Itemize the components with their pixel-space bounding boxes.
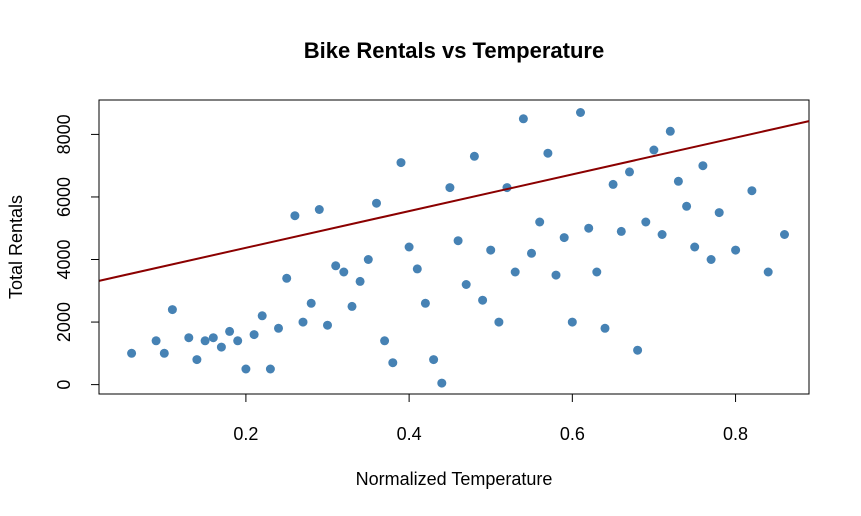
data-point (192, 355, 202, 365)
data-point (265, 364, 275, 374)
data-point (527, 248, 536, 258)
data-point (437, 378, 447, 388)
data-point (706, 255, 716, 264)
data-point (690, 242, 700, 252)
data-point (241, 364, 251, 374)
data-point (167, 305, 177, 315)
data-point (665, 126, 675, 136)
data-point (543, 148, 553, 158)
data-point (535, 217, 545, 227)
data-point (412, 264, 422, 274)
data-point (608, 179, 618, 189)
data-point (551, 270, 561, 280)
x-tick-label: 0.8 (723, 424, 748, 444)
data-point (633, 345, 643, 355)
data-point (478, 295, 488, 305)
data-point (274, 323, 283, 333)
data-point (323, 320, 332, 330)
chart-title: Bike Rentals vs Temperature (304, 38, 604, 63)
data-point (420, 298, 430, 308)
data-point (780, 230, 789, 239)
data-point (747, 186, 757, 196)
data-point (314, 205, 324, 214)
y-tick-label: 0 (54, 380, 74, 390)
data-point (331, 261, 341, 271)
data-point (282, 273, 292, 283)
data-point (461, 280, 471, 289)
data-point (625, 167, 634, 177)
data-point (486, 245, 496, 255)
x-axis: 0.2 0.4 0.6 0.8 (233, 393, 748, 444)
data-point (396, 158, 406, 168)
data-point (298, 317, 308, 327)
data-point (388, 358, 398, 368)
x-tick-label: 0.4 (397, 424, 422, 444)
data-point (225, 326, 235, 336)
data-point (355, 276, 365, 286)
data-point (347, 301, 357, 311)
data-point (339, 267, 349, 277)
data-point (567, 317, 577, 327)
data-point (200, 336, 210, 346)
data-point (559, 233, 569, 243)
data-point (698, 161, 708, 171)
data-point (404, 242, 414, 252)
data-point (249, 330, 259, 340)
x-tick-label: 0.6 (560, 424, 585, 444)
y-tick-label: 8000 (54, 114, 74, 154)
data-point (429, 355, 439, 365)
data-point (380, 336, 390, 346)
data-point (453, 236, 463, 246)
y-tick-label: 6000 (54, 177, 74, 217)
y-tick-label: 2000 (54, 302, 74, 342)
data-point (469, 151, 479, 161)
data-point (372, 198, 381, 208)
data-point (673, 176, 683, 186)
data-point (306, 298, 316, 308)
data-points (127, 108, 789, 388)
data-point (763, 267, 773, 277)
data-point (233, 336, 243, 346)
data-point (731, 245, 741, 255)
data-point (216, 342, 226, 352)
y-axis: 0 2000 4000 6000 8000 (54, 114, 100, 390)
data-point (127, 348, 137, 358)
data-point (600, 323, 610, 333)
data-point (576, 108, 585, 117)
data-point (592, 267, 602, 277)
regression-line (98, 120, 810, 282)
data-point (682, 201, 692, 211)
data-point (641, 217, 651, 227)
data-point (184, 333, 194, 343)
data-point (657, 230, 667, 239)
data-point (159, 348, 169, 358)
data-point (151, 336, 161, 346)
data-point (616, 226, 626, 236)
data-point (445, 183, 455, 193)
data-point (208, 333, 218, 343)
data-point (649, 145, 659, 155)
data-point (494, 317, 504, 327)
y-tick-label: 4000 (54, 239, 74, 279)
data-point (363, 255, 373, 264)
y-axis-label: Total Rentals (6, 195, 26, 299)
data-point (290, 211, 300, 221)
data-point (714, 208, 724, 218)
data-point (518, 114, 528, 124)
data-point (257, 311, 267, 321)
x-axis-label: Normalized Temperature (356, 469, 553, 489)
x-tick-label: 0.2 (233, 424, 258, 444)
data-point (510, 267, 520, 277)
data-point (584, 223, 594, 233)
